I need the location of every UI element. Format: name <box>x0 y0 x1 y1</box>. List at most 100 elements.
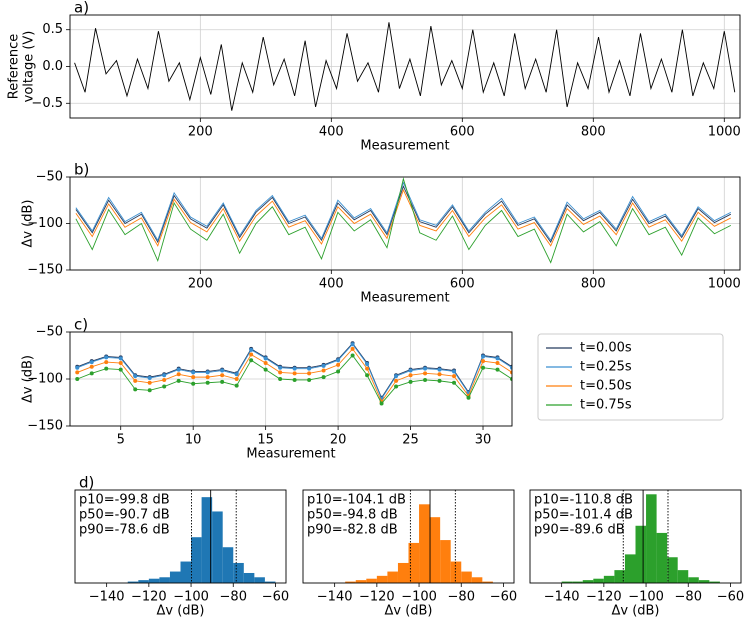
percentile-label: p90=-89.6 dB <box>534 523 625 538</box>
point <box>336 369 341 374</box>
histogram-bar <box>212 511 223 583</box>
x-tick-label: −140 <box>317 590 353 605</box>
x-tick-label: −80 <box>675 590 702 605</box>
histogram-bar <box>461 571 472 583</box>
histogram-bar <box>572 581 583 583</box>
point <box>263 356 268 361</box>
histogram-bar <box>624 554 636 583</box>
point <box>394 374 399 379</box>
percentile-label: p10=-110.8 dB <box>534 493 633 508</box>
histogram-bar <box>688 577 699 583</box>
point <box>191 375 196 380</box>
point <box>394 378 399 383</box>
histogram-bar <box>561 581 573 583</box>
point <box>350 353 355 358</box>
y-tick-label: −100 <box>27 216 63 231</box>
x-tick-label: −120 <box>359 590 395 605</box>
histogram-bar <box>646 494 657 583</box>
point <box>104 366 109 371</box>
x-tick-label: −60 <box>262 590 289 605</box>
point <box>350 346 355 351</box>
x-tick-label: −80 <box>220 590 247 605</box>
histogram-bar <box>264 581 276 583</box>
point <box>75 365 80 370</box>
point <box>292 371 297 376</box>
point <box>510 370 512 375</box>
histogram-bar <box>138 580 149 583</box>
point <box>133 387 138 392</box>
point <box>220 368 225 373</box>
histogram-bar <box>376 575 388 583</box>
histogram-bar <box>127 581 139 583</box>
histogram-bar <box>387 571 398 583</box>
axes-frame <box>74 489 287 584</box>
point <box>365 373 370 378</box>
plot-area <box>561 490 720 583</box>
point <box>278 365 283 370</box>
x-tick-label: 800 <box>581 125 606 140</box>
point <box>249 347 254 352</box>
x-tick-label: −140 <box>89 590 125 605</box>
histogram-bar <box>450 561 462 583</box>
percentile-label: p90=-82.8 dB <box>307 523 398 538</box>
legend-box <box>537 333 724 421</box>
point <box>191 370 196 375</box>
histogram-bar <box>355 580 367 583</box>
histogram-bar <box>254 577 265 583</box>
percentile-label: p50=-94.8 dB <box>307 508 398 523</box>
point <box>104 360 109 365</box>
histogram-bar <box>471 577 483 583</box>
percentile-label: p50=-101.4 dB <box>534 508 633 523</box>
histogram-bar <box>345 581 356 583</box>
point <box>234 372 239 377</box>
point <box>147 376 152 381</box>
point <box>118 356 123 361</box>
histogram-bar <box>191 537 202 583</box>
x-tick-label: 400 <box>319 125 344 140</box>
point <box>220 379 225 384</box>
percentile-label: p90=-78.6 dB <box>79 523 170 538</box>
plot-area <box>345 490 493 583</box>
plot-area <box>75 177 732 264</box>
point <box>510 365 512 370</box>
x-tick-label: 200 <box>188 125 213 140</box>
point <box>321 363 326 368</box>
x-tick-label: −80 <box>448 590 475 605</box>
y-tick-label: −0.5 <box>31 96 63 111</box>
point <box>423 371 428 376</box>
point <box>321 368 326 373</box>
axes-frame <box>69 14 741 119</box>
x-tick-label: −140 <box>544 590 580 605</box>
point <box>495 367 500 372</box>
histogram-bar <box>419 504 430 583</box>
x-tick-label: 1000 <box>708 125 741 140</box>
histogram-bar <box>667 557 678 583</box>
histogram-bar <box>440 540 451 583</box>
point <box>365 361 370 366</box>
series-line <box>74 22 736 111</box>
x-axis-label: Measurement <box>246 447 335 462</box>
y-tick-label: −150 <box>27 263 63 278</box>
x-tick-label: 25 <box>402 433 419 448</box>
axes-frame <box>529 489 742 584</box>
point <box>234 377 239 381</box>
point <box>133 378 138 383</box>
plot-area <box>74 22 736 111</box>
x-tick-label: 20 <box>330 433 347 448</box>
histogram-bar <box>614 570 625 583</box>
point <box>205 375 210 380</box>
histogram-bar <box>709 581 720 583</box>
point <box>481 354 486 359</box>
point <box>191 381 196 386</box>
histogram-bar <box>698 580 710 583</box>
point <box>133 374 138 379</box>
point <box>75 370 80 375</box>
point <box>437 367 442 372</box>
x-tick-label: 200 <box>188 277 213 292</box>
point <box>162 373 167 378</box>
point <box>118 367 123 372</box>
legend-label: t=0.50s <box>580 379 632 394</box>
point <box>495 361 500 366</box>
y-tick-label: −150 <box>27 419 63 434</box>
x-tick-label: −60 <box>717 590 744 605</box>
